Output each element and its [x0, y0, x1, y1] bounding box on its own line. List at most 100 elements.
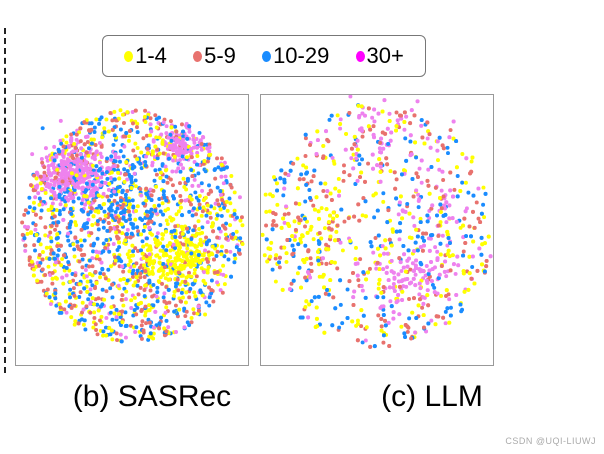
scatter-point-30+: [388, 299, 393, 304]
scatter-point-1-4: [335, 113, 340, 118]
scatter-point-10-29: [381, 295, 386, 300]
scatter-point-10-29: [198, 290, 203, 295]
scatter-point-5-9: [110, 118, 115, 123]
scatter-point-5-9: [72, 293, 77, 298]
scatter-point-5-9: [39, 279, 44, 284]
scatter-point-10-29: [139, 248, 144, 253]
scatter-point-30+: [99, 175, 104, 180]
scatter-point-10-29: [131, 249, 136, 254]
scatter-point-1-4: [461, 271, 466, 276]
scatter-point-30+: [149, 129, 154, 134]
scatter-point-30+: [191, 137, 196, 142]
scatter-point-30+: [125, 177, 130, 182]
scatter-point-30+: [43, 146, 48, 151]
scatter-point-30+: [454, 292, 459, 297]
scatter-point-5-9: [375, 260, 380, 265]
scatter-point-30+: [450, 216, 455, 221]
scatter-point-10-29: [100, 266, 105, 271]
scatter-point-10-29: [100, 171, 105, 176]
scatter-point-10-29: [92, 130, 97, 135]
scatter-point-30+: [435, 249, 440, 254]
scatter-point-1-4: [127, 202, 132, 207]
scatter-point-1-4: [378, 253, 383, 258]
scatter-point-1-4: [299, 285, 304, 290]
scatter-point-1-4: [447, 320, 452, 325]
scatter-point-10-29: [131, 225, 136, 230]
scatter-point-5-9: [378, 140, 383, 145]
scatter-point-5-9: [366, 106, 371, 111]
scatter-point-10-29: [180, 154, 185, 159]
scatter-point-30+: [405, 264, 410, 269]
scatter-point-1-4: [201, 198, 206, 203]
scatter-point-1-4: [309, 224, 314, 229]
scatter-point-5-9: [192, 224, 197, 229]
scatter-point-1-4: [91, 214, 96, 219]
scatter-point-10-29: [455, 194, 460, 199]
scatter-point-1-4: [153, 144, 158, 149]
scatter-point-5-9: [351, 271, 355, 276]
scatter-point-10-29: [363, 199, 368, 204]
scatter-point-10-29: [235, 215, 239, 220]
scatter-point-1-4: [157, 255, 162, 260]
scatter-point-5-9: [220, 197, 225, 202]
legend-item-1-4: 1-4: [124, 43, 167, 69]
scatter-point-30+: [164, 124, 169, 129]
scatter-point-1-4: [165, 243, 170, 248]
scatter-point-5-9: [415, 174, 420, 179]
scatter-point-1-4: [280, 287, 285, 292]
scatter-point-5-9: [53, 227, 58, 232]
scatter-point-1-4: [419, 278, 424, 283]
scatter-point-1-4: [31, 273, 36, 278]
scatter-point-1-4: [166, 258, 171, 263]
scatter-point-30+: [52, 144, 57, 149]
legend-marker: [262, 50, 272, 62]
scatter-point-30+: [435, 256, 440, 261]
scatter-point-5-9: [92, 198, 97, 203]
scatter-point-5-9: [58, 305, 63, 310]
scatter-point-30+: [122, 144, 127, 149]
scatter-point-5-9: [371, 124, 376, 129]
scatter-point-1-4: [107, 181, 112, 186]
scatter-point-1-4: [340, 248, 345, 253]
scatter-point-1-4: [451, 136, 456, 141]
scatter-point-30+: [380, 244, 385, 249]
scatter-point-10-29: [134, 325, 139, 330]
scatter-point-10-29: [229, 274, 234, 279]
scatter-point-30+: [76, 184, 81, 189]
scatter-point-5-9: [128, 323, 133, 328]
scatter-point-10-29: [215, 185, 220, 190]
scatter-point-5-9: [71, 156, 75, 161]
scatter-point-5-9: [148, 288, 153, 293]
scatter-point-30+: [195, 145, 200, 150]
scatter-point-1-4: [109, 170, 114, 175]
scatter-point-10-29: [109, 213, 114, 218]
scatter-point-5-9: [135, 249, 140, 254]
scatter-point-30+: [477, 246, 482, 251]
scatter-point-1-4: [376, 286, 381, 291]
scatter-point-10-29: [76, 196, 81, 201]
scatter-point-1-4: [157, 135, 162, 140]
scatter-point-5-9: [470, 209, 475, 214]
scatter-point-5-9: [103, 276, 108, 281]
scatter-point-1-4: [262, 253, 267, 258]
scatter-point-5-9: [484, 258, 489, 263]
scatter-point-1-4: [316, 249, 320, 254]
scatter-point-10-29: [27, 195, 32, 200]
scatter-point-5-9: [207, 142, 212, 147]
scatter-point-30+: [416, 192, 421, 197]
scatter-point-5-9: [22, 212, 27, 217]
scatter-point-30+: [163, 164, 168, 169]
scatter-point-10-29: [414, 316, 419, 321]
scatter-point-30+: [424, 264, 429, 268]
scatter-point-5-9: [215, 249, 220, 254]
scatter-point-10-29: [106, 267, 111, 272]
scatter-point-10-29: [207, 183, 212, 188]
scatter-point-30+: [397, 312, 402, 317]
scatter-point-1-4: [55, 167, 60, 172]
scatter-point-30+: [97, 160, 102, 165]
scatter-point-30+: [125, 227, 130, 232]
scatter-point-1-4: [57, 302, 62, 307]
scatter-point-1-4: [148, 133, 153, 138]
scatter-point-30+: [170, 169, 175, 174]
scatter-point-10-29: [403, 136, 408, 141]
